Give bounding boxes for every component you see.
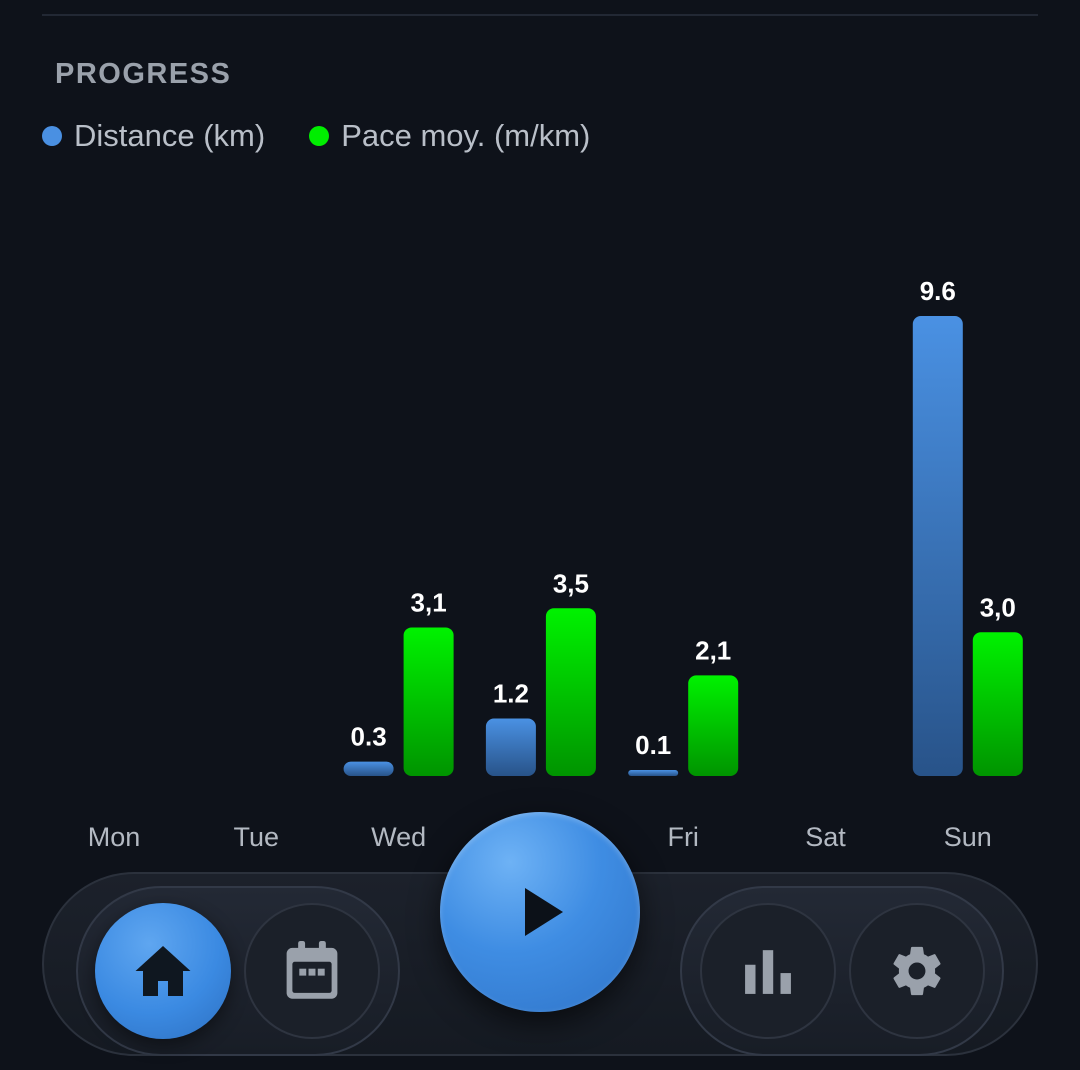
legend-dot-distance bbox=[42, 126, 62, 146]
bar-distance-thu bbox=[485, 718, 536, 776]
x-tick-label-sun: Sun bbox=[944, 822, 992, 852]
calendar-icon bbox=[286, 941, 338, 999]
data-label-distance-sun: 9.6 bbox=[920, 276, 956, 306]
home-icon bbox=[135, 946, 191, 996]
home-button[interactable] bbox=[95, 903, 231, 1039]
stats-button[interactable] bbox=[700, 903, 836, 1039]
legend-label-pace: Pace moy. (m/km) bbox=[341, 118, 591, 153]
play-button[interactable] bbox=[440, 812, 640, 1012]
bar-pace-fri bbox=[688, 675, 739, 776]
bar-distance-fri bbox=[628, 770, 679, 776]
bar-distance-wed bbox=[343, 761, 394, 776]
bar-chart-icon bbox=[745, 950, 791, 994]
bar-pace-sun bbox=[972, 632, 1023, 776]
gear-icon bbox=[893, 946, 941, 996]
data-label-pace-fri: 2,1 bbox=[695, 635, 731, 665]
section-title: PROGRESS bbox=[55, 58, 232, 90]
x-tick-label-fri: Fri bbox=[667, 822, 698, 852]
legend-item-pace: Pace moy. (m/km) bbox=[309, 118, 590, 154]
data-label-pace-thu: 3,5 bbox=[553, 568, 589, 598]
top-divider bbox=[42, 14, 1038, 16]
play-icon bbox=[525, 888, 563, 936]
chart-legend: Distance (km) Pace moy. (m/km) bbox=[42, 118, 634, 154]
data-label-pace-sun: 3,0 bbox=[980, 592, 1016, 622]
x-tick-label-mon: Mon bbox=[88, 822, 141, 852]
x-tick-label-sat: Sat bbox=[805, 822, 846, 852]
data-label-distance-fri: 0.1 bbox=[635, 730, 671, 760]
settings-button[interactable] bbox=[849, 903, 985, 1039]
x-tick-label-wed: Wed bbox=[371, 822, 426, 852]
data-label-distance-wed: 0.3 bbox=[351, 722, 387, 752]
bar-distance-sun bbox=[912, 316, 963, 776]
legend-label-distance: Distance (km) bbox=[74, 118, 266, 153]
progress-bar-chart: 0.33,11.23,50.12,19.63,0 MonTueWedThuFri… bbox=[88, 276, 1023, 852]
calendar-button[interactable] bbox=[244, 903, 380, 1039]
data-label-pace-wed: 3,1 bbox=[411, 587, 447, 617]
bar-pace-thu bbox=[545, 608, 596, 776]
x-tick-label-tue: Tue bbox=[234, 822, 280, 852]
legend-dot-pace bbox=[309, 126, 330, 146]
bar-pace-wed bbox=[403, 627, 454, 776]
data-label-distance-thu: 1.2 bbox=[493, 679, 529, 709]
legend-item-distance: Distance (km) bbox=[42, 118, 265, 154]
